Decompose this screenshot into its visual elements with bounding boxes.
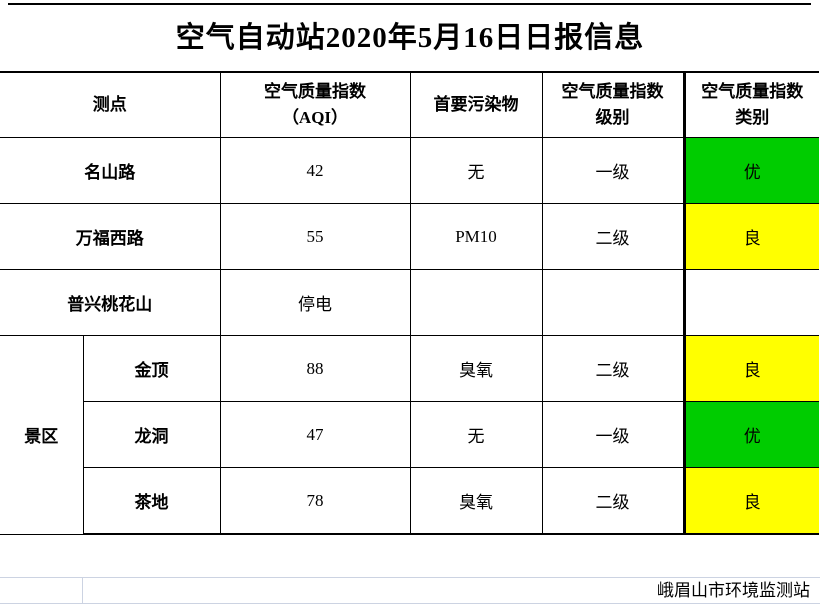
level-cell: 二级 bbox=[541, 335, 685, 402]
table-row-wanfuxilu: 万福西路 55 PM10 二级 良 bbox=[0, 203, 819, 270]
aqi-cell: 88 bbox=[219, 335, 411, 402]
table-row-chadi: 茶地 78 臭氧 二级 良 bbox=[0, 467, 819, 535]
header-row: 测点 空气质量指数 （AQI） 首要污染物 空气质量指数 级别 空气质量指数 类… bbox=[0, 71, 819, 138]
footer-gridline-bottom bbox=[0, 603, 820, 604]
site-cell: 金顶 bbox=[82, 335, 221, 402]
category-cell: 良 bbox=[682, 467, 819, 535]
category-cell: 良 bbox=[682, 335, 819, 402]
title-top-rule bbox=[8, 3, 811, 5]
col-header-site: 测点 bbox=[0, 71, 221, 138]
pollutant-cell: PM10 bbox=[409, 203, 543, 270]
air-quality-table: 测点 空气质量指数 （AQI） 首要污染物 空气质量指数 级别 空气质量指数 类… bbox=[0, 71, 819, 535]
pollutant-cell bbox=[409, 269, 543, 336]
category-cell: 优 bbox=[682, 137, 819, 204]
pollutant-cell: 无 bbox=[409, 401, 543, 468]
table-row-puxingtaohuashan: 普兴桃花山 停电 bbox=[0, 269, 819, 336]
site-cell: 普兴桃花山 bbox=[0, 269, 221, 336]
col-header-level: 空气质量指数 级别 bbox=[541, 71, 685, 138]
aqi-cell: 停电 bbox=[219, 269, 411, 336]
category-cell: 优 bbox=[682, 401, 819, 468]
table-row-jinding: 景区 金顶 88 臭氧 二级 良 bbox=[0, 335, 819, 535]
level-cell bbox=[541, 269, 685, 336]
category-cell bbox=[682, 269, 819, 336]
level-cell: 一级 bbox=[541, 137, 685, 204]
site-cell: 万福西路 bbox=[0, 203, 221, 270]
col-header-category: 空气质量指数 类别 bbox=[682, 71, 819, 138]
pollutant-cell: 无 bbox=[409, 137, 543, 204]
category-cell: 良 bbox=[682, 203, 819, 270]
col-header-aqi: 空气质量指数 （AQI） bbox=[219, 71, 411, 138]
level-cell: 二级 bbox=[541, 467, 685, 535]
col-header-pollutant: 首要污染物 bbox=[409, 71, 543, 138]
level-cell: 二级 bbox=[541, 203, 685, 270]
aqi-cell: 42 bbox=[219, 137, 411, 204]
aqi-cell: 55 bbox=[219, 203, 411, 270]
aqi-cell: 78 bbox=[219, 467, 411, 535]
pollutant-cell: 臭氧 bbox=[409, 335, 543, 402]
table-row-longdong: 龙洞 47 无 一级 优 bbox=[0, 401, 819, 468]
table-row-mingshanlu: 名山路 42 无 一级 优 bbox=[0, 137, 819, 204]
aqi-cell: 47 bbox=[219, 401, 411, 468]
report-title: 空气自动站2020年5月16日日报信息 bbox=[175, 22, 645, 54]
footer-gridline-top bbox=[0, 577, 820, 578]
footer-gridline-vertical bbox=[82, 577, 83, 603]
site-cell: 名山路 bbox=[0, 137, 221, 204]
site-cell: 茶地 bbox=[82, 467, 221, 535]
level-cell: 一级 bbox=[541, 401, 685, 468]
site-cell: 龙洞 bbox=[82, 401, 221, 468]
pollutant-cell: 臭氧 bbox=[409, 467, 543, 535]
footer-organization: 峨眉山市环境监测站 bbox=[657, 581, 810, 600]
group-cell-scenic-area: 景区 bbox=[0, 335, 84, 535]
